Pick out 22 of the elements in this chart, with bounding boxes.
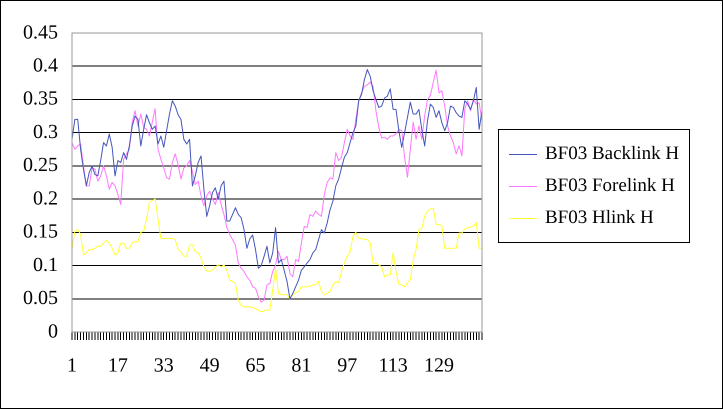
legend-label: BF03 Forelink H bbox=[545, 174, 675, 198]
x-tick-label: 129 bbox=[424, 354, 454, 376]
y-tick-label: 0.45 bbox=[23, 21, 58, 44]
y-tick-label: 0 bbox=[48, 320, 58, 342]
x-tick-label: 81 bbox=[291, 354, 312, 376]
y-tick-label: 0.4 bbox=[33, 54, 58, 76]
x-tick-label: 17 bbox=[108, 354, 128, 376]
x-tick-label: 49 bbox=[200, 354, 220, 376]
legend-label: BF03 Backlink H bbox=[545, 142, 680, 166]
y-tick-label: 0.2 bbox=[33, 187, 58, 210]
y-tick-label: 0.15 bbox=[23, 220, 58, 243]
x-tick-label: 33 bbox=[154, 354, 174, 376]
x-tick-label: 113 bbox=[378, 354, 408, 376]
legend-label: BF03 Hlink H bbox=[545, 206, 654, 230]
y-tick-label: 0.3 bbox=[33, 120, 58, 143]
y-tick-label: 0.25 bbox=[23, 154, 58, 176]
x-tick-label: 97 bbox=[337, 354, 358, 376]
y-tick-label: 0.1 bbox=[33, 254, 58, 276]
x-tick-label: 65 bbox=[245, 354, 266, 376]
x-tick-label: 1 bbox=[67, 354, 77, 376]
y-tick-label: 0.05 bbox=[23, 287, 58, 310]
y-tick-label: 0.35 bbox=[23, 88, 58, 110]
